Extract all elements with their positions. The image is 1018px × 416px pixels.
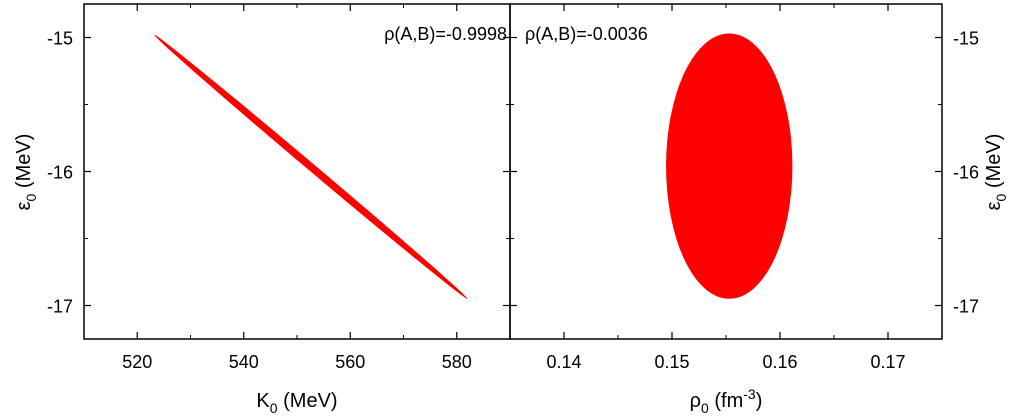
- chart_data-1-xlabel-close: ): [756, 390, 763, 412]
- chart_data-0-ylabel-main: ε: [13, 201, 35, 210]
- chart_data-0-ylabel-unit: (MeV): [13, 134, 35, 194]
- correlation-annotation-right: ρ(A,B)=-0.0036: [525, 24, 648, 44]
- x-tick-label-left-0: 520: [122, 352, 152, 372]
- y-axis-title-left: ε0 (MeV): [13, 134, 39, 211]
- y-axis-title-right: ε0 (MeV): [983, 134, 1009, 211]
- y-tick-label-left-0: -15: [47, 29, 73, 49]
- chart_data-1-xlabel-sub: 0: [701, 400, 709, 416]
- chart_data-1-xlabel-unit: (fm: [709, 390, 743, 412]
- error-ellipse-left-0: [154, 34, 468, 299]
- chart_data-1-xlabel-sup: -3: [743, 386, 756, 402]
- plot-frame-left: [83, 3, 511, 340]
- x-tick-label-left-1: 540: [229, 352, 259, 372]
- chart_data-0-xlabel-main: K: [256, 390, 270, 412]
- x-tick-label-right-1: 0.15: [654, 352, 689, 372]
- correlation-annotation-left: ρ(A,B)=-0.9998: [384, 24, 507, 44]
- x-tick-label-left-2: 560: [335, 352, 365, 372]
- chart_data-0-ylabel-sub: 0: [23, 193, 39, 201]
- x-tick-label-left-3: 580: [442, 352, 472, 372]
- chart_data-0-xlabel-unit: (MeV): [278, 390, 338, 412]
- x-tick-label-right-3: 0.17: [870, 352, 905, 372]
- y-tick-label-left-2: -17: [47, 297, 73, 317]
- chart_data-1-xlabel-main: ρ: [690, 390, 701, 412]
- chart_data-1-ylabel-main: ε: [983, 201, 1005, 210]
- chart_data-1-ylabel-unit: (MeV): [983, 134, 1005, 194]
- y-tick-label-left-1: -16: [47, 163, 73, 183]
- x-axis-title-right: ρ0 (fm-3): [690, 386, 763, 416]
- x-tick-label-right-2: 0.16: [762, 352, 797, 372]
- chart-panel-right: 0.14 0.15 0.16 0.17 -15 -16 -17 ρ(A,B)=-0.0036 ρ…: [509, 3, 1009, 416]
- x-axis-title-left: K0 (MeV): [256, 390, 337, 416]
- error-ellipse-right-0: [666, 33, 793, 299]
- y-tick-label-right-0: -15: [953, 29, 979, 49]
- x-tick-label-right-0: 0.14: [546, 352, 581, 372]
- y-tick-label-right-1: -16: [953, 163, 979, 183]
- chart_data-0-xlabel-sub: 0: [270, 400, 278, 416]
- y-tick-label-right-2: -17: [953, 297, 979, 317]
- chart_data-1-ylabel-sub: 0: [993, 193, 1009, 201]
